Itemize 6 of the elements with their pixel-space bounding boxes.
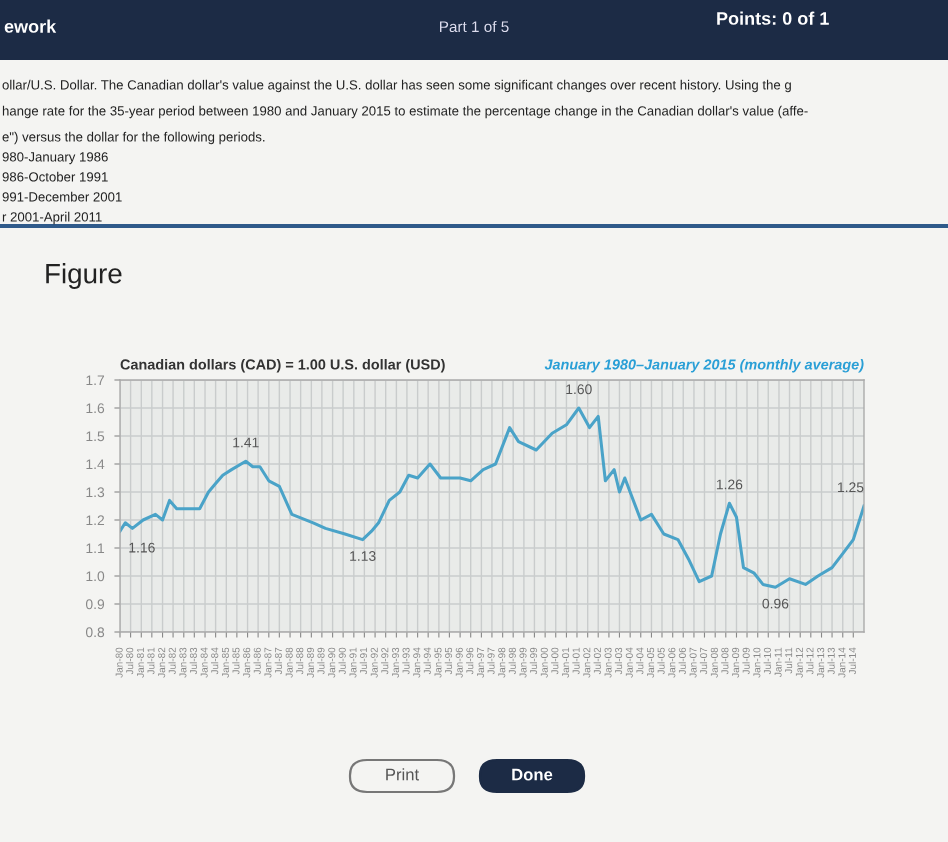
text: Points: 0 of 1 — [717, 11, 829, 25]
text: Done — [512, 768, 553, 781]
line-series — [120, 406, 864, 589]
chart-title: Figure — [46, 263, 122, 289]
text: Print — [386, 768, 420, 781]
text: ework — [4, 19, 57, 33]
